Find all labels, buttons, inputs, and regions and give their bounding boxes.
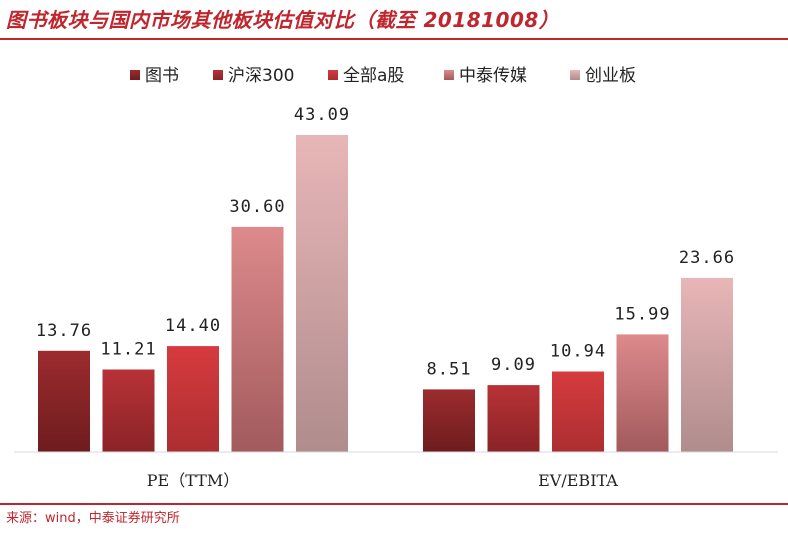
category-label: PE（TTM） [147,471,239,490]
bar [552,371,604,452]
legend-swatch [213,70,223,80]
footer-rule [0,503,788,505]
bar [423,389,475,452]
legend-swatch [328,70,338,80]
bar [681,277,733,452]
legend-label: 全部a股 [343,66,404,86]
source-note: 来源：wind，中泰证券研究所 [6,511,180,526]
data-label: 8.51 [427,359,472,379]
title-rule [0,38,788,40]
bar [102,369,155,452]
legend-label: 中泰传媒 [459,66,527,86]
data-label: 13.76 [36,321,92,341]
legend-swatch [570,70,580,80]
bar [487,385,540,452]
data-label: 14.40 [165,316,221,336]
data-label: 23.66 [679,248,735,268]
bar [231,226,284,452]
bar-chart: 图书 沪深300 全部a股 中泰传媒 创业板 13.76 11.21 14.40 30.60 4… [14,66,778,490]
bar [296,135,348,452]
data-label: 43.09 [294,105,350,125]
legend-swatch [444,70,454,80]
legend-swatch [130,70,140,80]
category-labels: PE（TTM） EV/EBITA [147,471,619,490]
data-label: 11.21 [100,340,156,360]
data-label: 30.60 [229,197,285,217]
category-label: EV/EBITA [538,471,618,490]
legend-label: 沪深300 [228,66,294,86]
chart-title: 图书板块与国内市场其他板块估值对比（截至 20181008） [6,8,560,32]
legend-label: 图书 [145,66,179,86]
bar [38,350,90,452]
data-label: 9.09 [491,355,536,375]
data-label: 15.99 [614,304,670,324]
legend: 图书 沪深300 全部a股 中泰传媒 创业板 [130,66,636,86]
data-labels: 13.76 11.21 14.40 30.60 43.09 8.51 9.09 10.94 15… [36,105,735,379]
bar [616,334,669,452]
data-label: 10.94 [550,342,606,362]
legend-label: 创业板 [585,66,636,86]
bar [167,346,219,452]
bars [38,135,733,452]
